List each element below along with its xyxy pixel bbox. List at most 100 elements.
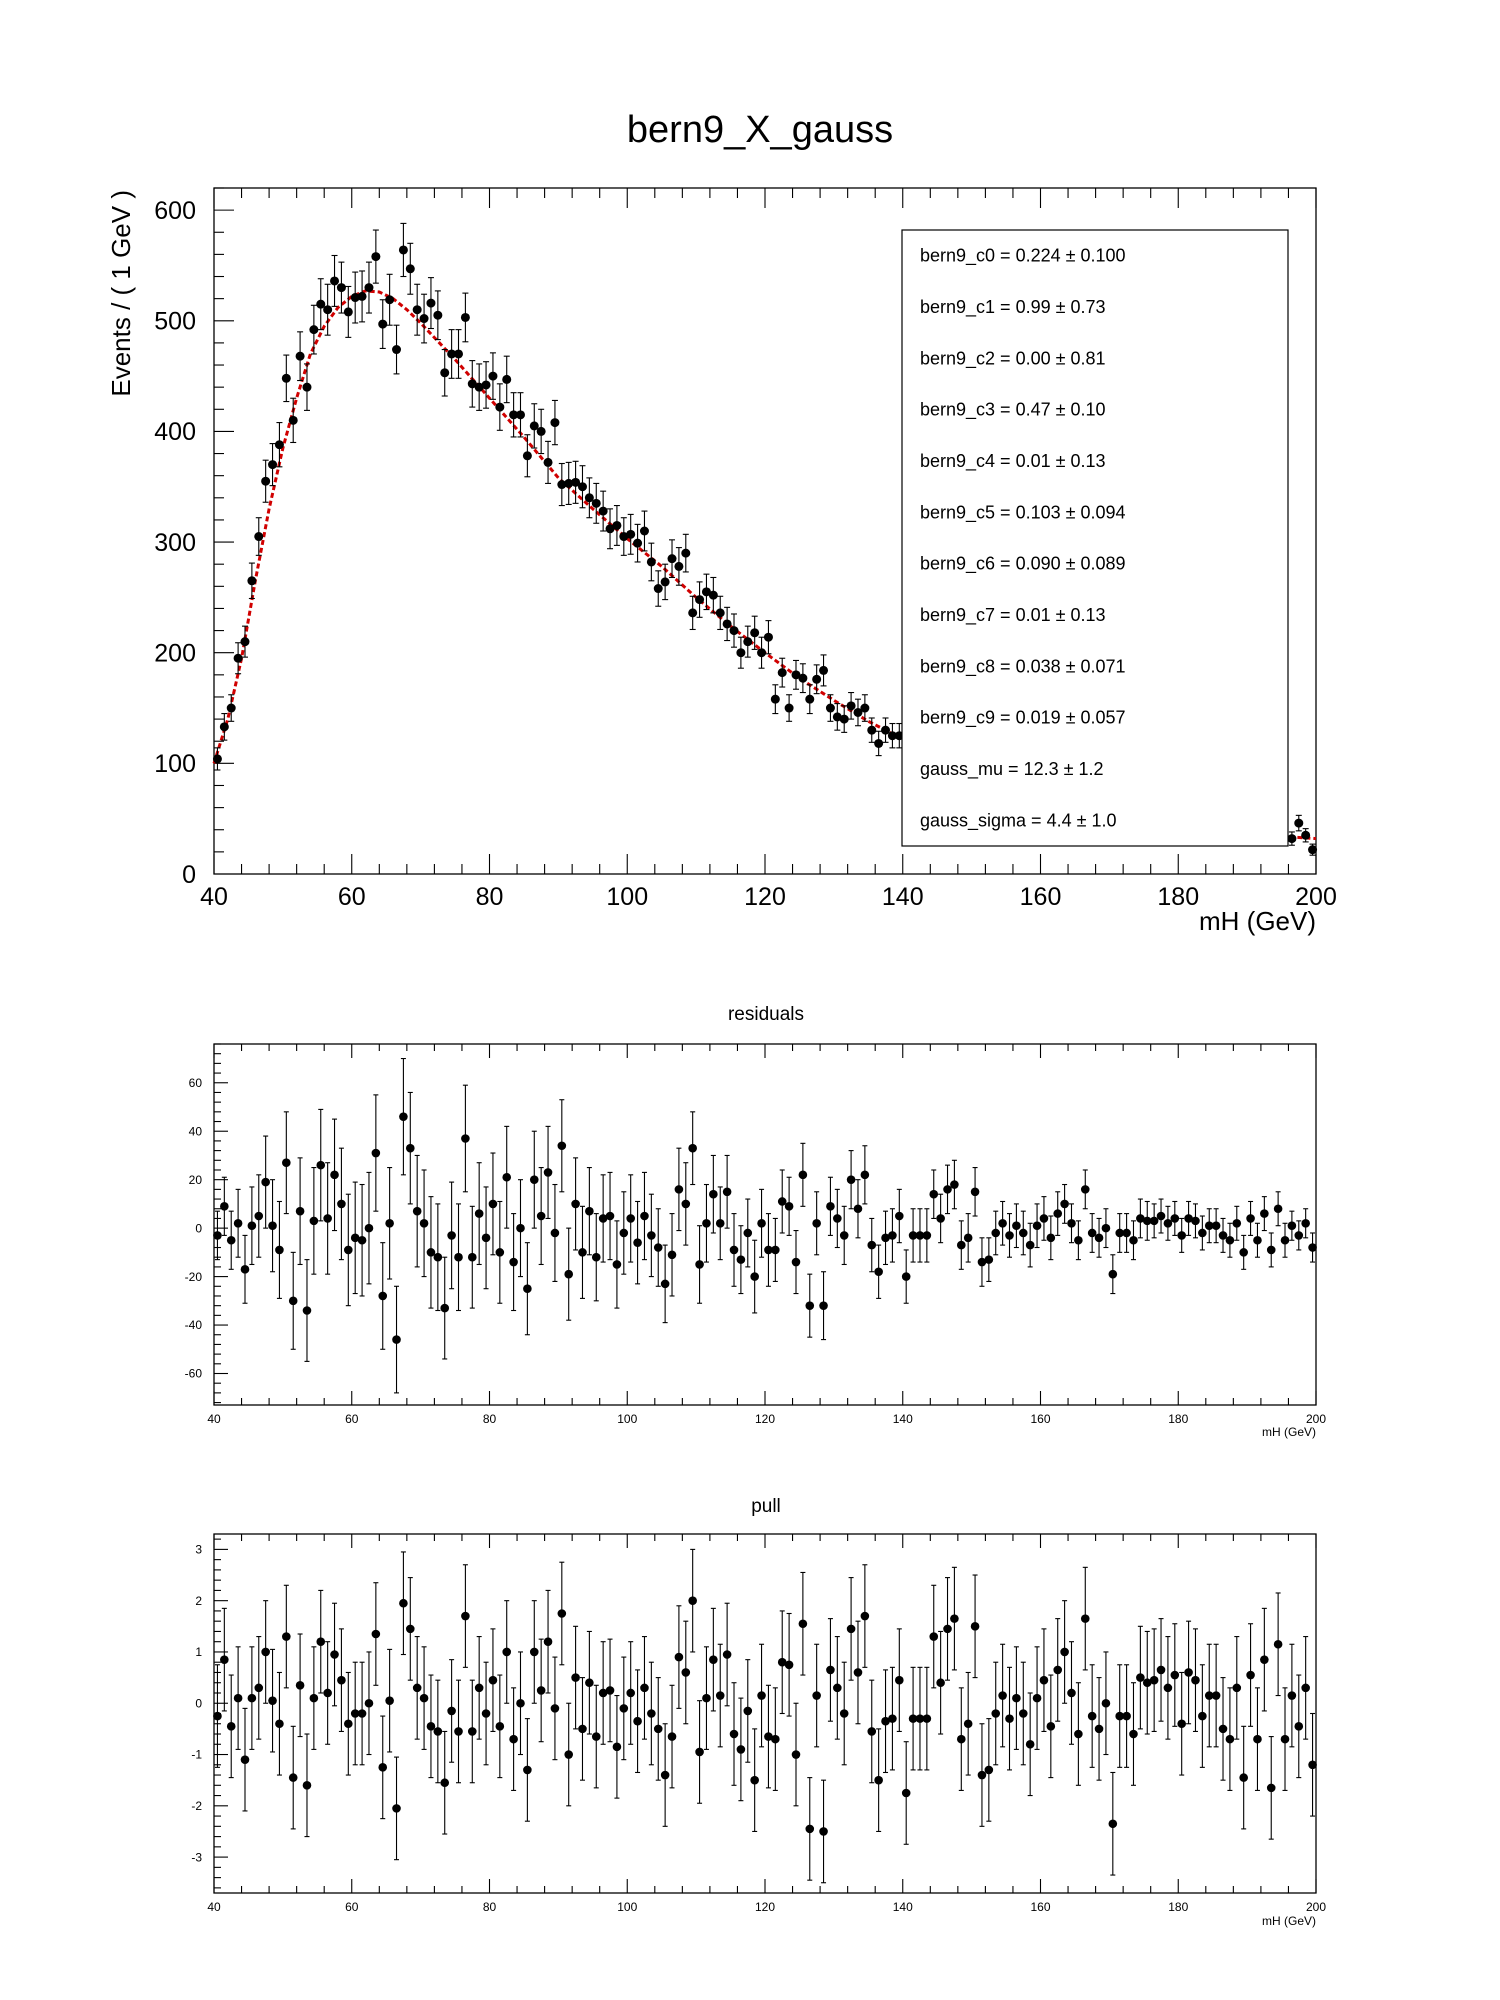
residuals-marker bbox=[805, 1301, 814, 1310]
fit-parameter-value: 0.019 bbox=[1016, 708, 1066, 728]
fit-parameter-value: 0.090 bbox=[1016, 554, 1066, 574]
main-marker bbox=[309, 325, 318, 334]
residuals-marker bbox=[489, 1200, 498, 1209]
main-marker bbox=[743, 637, 752, 646]
residuals-marker bbox=[1005, 1231, 1014, 1240]
main-marker bbox=[254, 532, 263, 541]
pull-marker bbox=[1267, 1784, 1276, 1793]
fit-parameter-value: 0.103 bbox=[1016, 502, 1066, 522]
pull-marker bbox=[757, 1691, 766, 1700]
pull-marker bbox=[1184, 1668, 1193, 1677]
residuals-marker bbox=[1288, 1221, 1297, 1230]
pull-marker bbox=[702, 1694, 711, 1703]
pull-marker bbox=[971, 1622, 980, 1631]
main-y-tick-label: 600 bbox=[154, 197, 196, 225]
main-marker bbox=[240, 637, 249, 646]
pull-marker bbox=[1239, 1773, 1248, 1782]
main-marker bbox=[819, 666, 828, 675]
main-y-axis-label: Events / ( 1 GeV ) bbox=[106, 190, 136, 397]
fit-parameter-value: 12.3 bbox=[1024, 759, 1064, 779]
pull-y-tick-label: -2 bbox=[191, 1799, 202, 1813]
main-marker bbox=[330, 276, 339, 285]
pull-marker bbox=[743, 1707, 752, 1716]
pull-y-tick-label: -1 bbox=[191, 1748, 202, 1762]
pull-marker bbox=[330, 1650, 339, 1659]
residuals-marker bbox=[1226, 1236, 1235, 1245]
residuals-marker bbox=[447, 1231, 456, 1240]
main-marker bbox=[337, 283, 346, 292]
pull-marker bbox=[213, 1712, 222, 1721]
residuals-marker bbox=[1102, 1224, 1111, 1233]
main-marker bbox=[1294, 819, 1303, 828]
fit-parameter-row: bern9_c9 = 0.019 ± 0.057 bbox=[920, 708, 1126, 729]
residuals-marker bbox=[750, 1272, 759, 1281]
main-x-tick-label: 40 bbox=[200, 883, 228, 911]
main-marker bbox=[730, 626, 739, 635]
fit-parameter-error: ± 0.13 bbox=[1056, 451, 1106, 471]
pull-marker bbox=[337, 1676, 346, 1685]
pull-marker bbox=[1253, 1735, 1262, 1744]
residuals-marker bbox=[840, 1231, 849, 1240]
residuals-marker bbox=[1129, 1236, 1138, 1245]
main-marker bbox=[847, 701, 856, 710]
residuals-marker bbox=[688, 1144, 697, 1153]
pull-x-tick-label: 180 bbox=[1168, 1900, 1188, 1914]
residuals-marker bbox=[475, 1209, 484, 1218]
main-marker bbox=[399, 245, 408, 254]
residuals-marker bbox=[413, 1207, 422, 1216]
pull-marker bbox=[998, 1691, 1007, 1700]
pull-marker bbox=[929, 1632, 938, 1641]
fit-parameter-name: bern9_c4 = bbox=[920, 451, 1016, 472]
pull-x-tick-label: 100 bbox=[617, 1900, 637, 1914]
pull-marker bbox=[1157, 1666, 1166, 1675]
residuals-marker bbox=[613, 1260, 622, 1269]
residuals-y-tick-label: 0 bbox=[195, 1221, 202, 1235]
main-y-tick-label: 300 bbox=[154, 529, 196, 557]
pull-marker bbox=[709, 1655, 718, 1664]
residuals-marker bbox=[310, 1217, 319, 1226]
pull-marker bbox=[1219, 1725, 1228, 1734]
main-marker bbox=[860, 704, 869, 713]
main-marker bbox=[296, 352, 305, 361]
main-marker bbox=[482, 380, 491, 389]
residuals-marker bbox=[537, 1212, 546, 1221]
main-marker bbox=[633, 539, 642, 548]
pull-y-tick-label: -3 bbox=[191, 1850, 202, 1864]
main-marker bbox=[1308, 845, 1317, 854]
residuals-x-tick-label: 180 bbox=[1168, 1412, 1188, 1426]
residuals-marker bbox=[1040, 1214, 1049, 1223]
pull-marker bbox=[1246, 1671, 1255, 1680]
residuals-marker bbox=[1267, 1246, 1276, 1255]
pull-marker bbox=[923, 1714, 932, 1723]
pull-marker bbox=[867, 1727, 876, 1736]
main-marker bbox=[302, 383, 311, 392]
main-marker bbox=[785, 704, 794, 713]
residuals-marker bbox=[743, 1229, 752, 1238]
fit-parameter-name: bern9_c0 = bbox=[920, 246, 1016, 267]
pull-marker bbox=[1164, 1684, 1173, 1693]
residuals-marker bbox=[1026, 1241, 1035, 1250]
residuals-y-tick-label: 60 bbox=[189, 1076, 203, 1090]
fit-parameter-value: 4.4 bbox=[1047, 810, 1077, 830]
main-marker bbox=[688, 608, 697, 617]
main-marker bbox=[578, 482, 587, 491]
main-marker bbox=[654, 584, 663, 593]
fit-parameter-error: ± 0.089 bbox=[1066, 554, 1126, 574]
residuals-marker bbox=[633, 1238, 642, 1247]
residuals-marker bbox=[434, 1253, 443, 1262]
pull-x-tick-label: 160 bbox=[1030, 1900, 1050, 1914]
residuals-marker bbox=[647, 1231, 656, 1240]
residuals-marker bbox=[874, 1267, 883, 1276]
main-y-tick-label: 500 bbox=[154, 308, 196, 336]
pull-marker bbox=[1060, 1648, 1069, 1657]
residuals-marker bbox=[530, 1175, 539, 1184]
fit-parameter-error: ± 0.81 bbox=[1056, 348, 1106, 368]
pull-y-tick-label: 2 bbox=[195, 1594, 202, 1608]
pull-marker bbox=[943, 1625, 952, 1634]
main-y-tick-label: 100 bbox=[154, 750, 196, 778]
pull-marker bbox=[1260, 1655, 1269, 1664]
pull-marker bbox=[1301, 1684, 1310, 1693]
pull-marker bbox=[1226, 1735, 1235, 1744]
residuals-marker bbox=[902, 1272, 911, 1281]
residuals-marker bbox=[1047, 1234, 1056, 1243]
